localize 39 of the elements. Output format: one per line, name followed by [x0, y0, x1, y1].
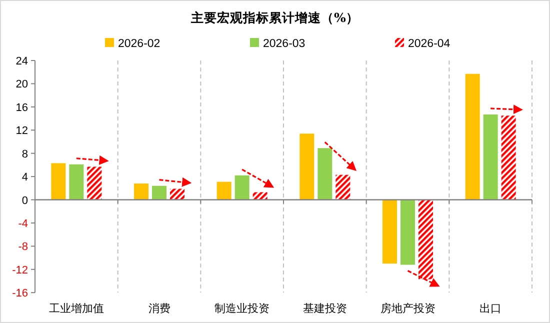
y-tick-label: 24: [16, 56, 28, 68]
y-tick-label: -16: [12, 288, 28, 300]
bar: [300, 134, 314, 200]
bar: [69, 164, 84, 200]
bar: [382, 200, 397, 264]
bar: [216, 182, 232, 200]
bar: [170, 188, 184, 200]
bar: [336, 174, 350, 200]
y-tick-label: 16: [16, 102, 28, 114]
bar: [400, 200, 415, 265]
y-tick-label: 0: [22, 194, 28, 207]
x-tick-label: 出口: [480, 302, 502, 315]
legend-label: 2026-03: [263, 38, 306, 50]
x-tick-label: 消费: [148, 302, 170, 315]
x-tick-label: 制造业投资: [214, 302, 270, 315]
bar: [51, 163, 66, 200]
y-tick-label: -8: [18, 241, 28, 254]
bar: [87, 166, 102, 200]
bar: [483, 114, 498, 200]
bar: [252, 192, 268, 200]
bar: [152, 186, 166, 200]
x-tick-label: 基建投资: [302, 302, 347, 315]
x-tick-label: 工业增加值: [48, 302, 104, 315]
y-tick-label: 8: [22, 148, 28, 160]
chart-title: 主要宏观指标累计增速（%）: [190, 10, 359, 25]
x-tick-label: 房地产投资: [380, 302, 436, 315]
y-tick-label: 12: [16, 125, 28, 138]
y-tick-label: -4: [18, 218, 28, 230]
bar: [501, 116, 516, 200]
bar: [234, 175, 250, 200]
legend-label: 2026-02: [118, 38, 160, 50]
bar: [465, 74, 480, 200]
legend-label: 2026-04: [408, 38, 451, 50]
y-tick-label: 4: [22, 172, 28, 184]
bar: [134, 184, 148, 200]
y-tick-label: 20: [16, 78, 28, 91]
bar: [418, 200, 433, 280]
y-tick-label: -12: [12, 264, 28, 276]
bar: [318, 148, 332, 200]
